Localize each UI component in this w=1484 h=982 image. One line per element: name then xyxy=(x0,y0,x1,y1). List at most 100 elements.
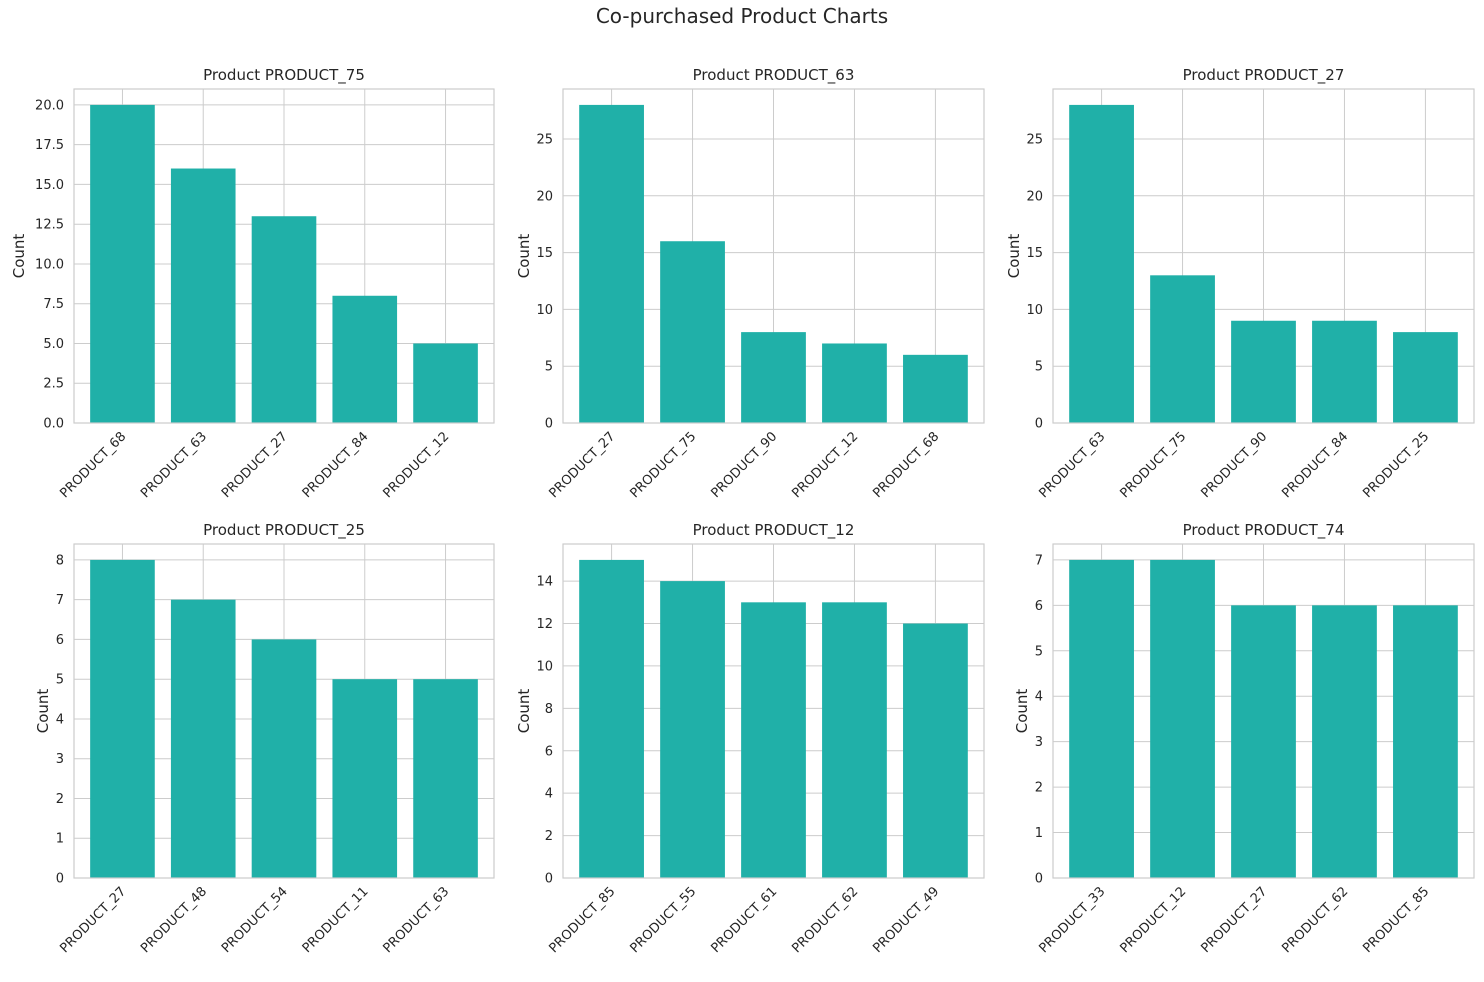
x-tick-label: PRODUCT_11 xyxy=(300,884,372,956)
plot-frame xyxy=(562,88,985,424)
bar-product-84 xyxy=(332,295,398,423)
bar-product-68 xyxy=(903,354,968,423)
y-tick-label: 6 xyxy=(56,633,64,648)
y-axis-label: Count xyxy=(10,234,28,279)
y-tick-label: 7 xyxy=(56,593,64,608)
x-tick-label: PRODUCT_54 xyxy=(219,884,291,956)
y-axis-label: Count xyxy=(515,689,533,734)
x-tick-label: PRODUCT_75 xyxy=(1117,429,1189,501)
x-tick-label: PRODUCT_55 xyxy=(627,884,699,956)
x-tick-label: PRODUCT_63 xyxy=(1036,429,1108,501)
y-tick-label: 0 xyxy=(545,417,553,432)
y-tick-label: 1 xyxy=(56,832,64,847)
y-tick-label: 6 xyxy=(1035,599,1043,614)
x-tick-label: PRODUCT_27 xyxy=(57,884,129,956)
chart-title: Product PRODUCT_74 xyxy=(1183,521,1345,540)
bar-product-90 xyxy=(741,332,806,423)
x-tick-label: PRODUCT_27 xyxy=(546,429,618,501)
y-tick-label: 15.0 xyxy=(35,178,64,193)
y-tick-label: 2 xyxy=(1035,781,1043,796)
y-tick-label: 14 xyxy=(536,575,553,590)
y-tick-label: 0 xyxy=(1035,417,1043,432)
x-tick-label: PRODUCT_27 xyxy=(1198,884,1270,956)
bar-product-27 xyxy=(579,104,644,424)
y-tick-label: 0.0 xyxy=(43,417,64,432)
bar-product-12 xyxy=(1150,559,1215,878)
y-tick-label: 5 xyxy=(1035,360,1043,375)
bar-product-75 xyxy=(660,241,725,423)
y-tick-label: 5 xyxy=(1035,644,1043,659)
plot-frame xyxy=(1052,543,1475,879)
x-tick-label: PRODUCT_90 xyxy=(708,429,780,501)
y-tick-label: 4 xyxy=(56,712,64,727)
x-tick-label: PRODUCT_84 xyxy=(300,429,372,501)
y-tick-label: 3 xyxy=(56,752,64,767)
y-tick-label: 2 xyxy=(545,829,553,844)
y-tick-label: 1 xyxy=(1035,826,1043,841)
y-tick-label: 12.5 xyxy=(35,218,64,233)
y-tick-label: 3 xyxy=(1035,735,1043,750)
y-tick-label: 5.0 xyxy=(43,337,64,352)
bar-product-63 xyxy=(1069,104,1134,424)
bar-product-12 xyxy=(822,343,887,423)
y-tick-label: 5 xyxy=(545,360,553,375)
y-axis-label: Count xyxy=(34,689,52,734)
bar-product-11 xyxy=(332,679,398,878)
x-tick-label: PRODUCT_48 xyxy=(138,884,210,956)
y-tick-label: 0 xyxy=(56,872,64,887)
plot-frame xyxy=(1052,88,1475,424)
chart-title: Product PRODUCT_12 xyxy=(693,521,855,540)
x-tick-label: PRODUCT_63 xyxy=(380,884,452,956)
y-tick-label: 10 xyxy=(536,659,553,674)
y-tick-label: 8 xyxy=(545,702,553,717)
x-tick-label: PRODUCT_49 xyxy=(870,884,942,956)
y-tick-label: 5 xyxy=(56,673,64,688)
y-tick-label: 25 xyxy=(536,132,553,147)
y-axis-label: Count xyxy=(1013,689,1031,734)
y-tick-label: 7 xyxy=(1035,553,1043,568)
y-tick-label: 17.5 xyxy=(35,138,64,153)
x-tick-label: PRODUCT_85 xyxy=(1360,884,1432,956)
bar-product-85 xyxy=(1393,605,1458,878)
plot-frame xyxy=(73,543,495,879)
bar-product-27 xyxy=(1231,605,1296,878)
x-tick-label: PRODUCT_27 xyxy=(219,429,291,501)
y-tick-label: 20.0 xyxy=(35,98,64,113)
bar-product-62 xyxy=(1312,605,1377,878)
x-tick-label: PRODUCT_12 xyxy=(1117,884,1189,956)
y-tick-label: 7.5 xyxy=(43,297,64,312)
bar-product-84 xyxy=(1312,320,1377,423)
y-tick-label: 6 xyxy=(545,744,553,759)
x-tick-label: PRODUCT_62 xyxy=(1279,884,1351,956)
x-tick-label: PRODUCT_75 xyxy=(627,429,699,501)
y-tick-label: 8 xyxy=(56,553,64,568)
y-tick-label: 4 xyxy=(1035,690,1043,705)
bar-product-68 xyxy=(90,104,155,424)
bar-product-25 xyxy=(1393,332,1458,423)
y-tick-label: 15 xyxy=(536,246,553,261)
plot-frame xyxy=(73,88,495,424)
bar-product-27 xyxy=(251,216,317,423)
chart-panel-3: 0 5 10 15 20 25 PRODUCT_63 PRODUCT_75 PRODUCT_90… xyxy=(1005,66,1475,501)
bar-product-75 xyxy=(1150,275,1215,423)
x-tick-label: PRODUCT_63 xyxy=(138,429,210,501)
x-tick-label: PRODUCT_12 xyxy=(380,429,452,501)
chart-panel-2: 0 5 10 15 20 25 PRODUCT_27 PRODUCT_75 PRODUCT_90… xyxy=(515,66,985,501)
bar-product-27 xyxy=(90,559,155,878)
x-tick-label: PRODUCT_68 xyxy=(57,429,129,501)
bar-product-63 xyxy=(170,168,236,423)
x-tick-label: PRODUCT_25 xyxy=(1360,429,1432,501)
y-axis-label: Count xyxy=(1005,234,1023,279)
y-tick-label: 10 xyxy=(536,303,553,318)
figure-title: Co-purchased Product Charts xyxy=(595,4,889,28)
bar-product-12 xyxy=(413,343,478,423)
bar-product-61 xyxy=(741,602,806,878)
bar-product-55 xyxy=(660,581,725,878)
bar-product-63 xyxy=(413,679,478,878)
y-tick-label: 10 xyxy=(1026,303,1043,318)
chart-title: Product PRODUCT_63 xyxy=(693,66,855,85)
x-tick-label: PRODUCT_61 xyxy=(708,884,780,956)
